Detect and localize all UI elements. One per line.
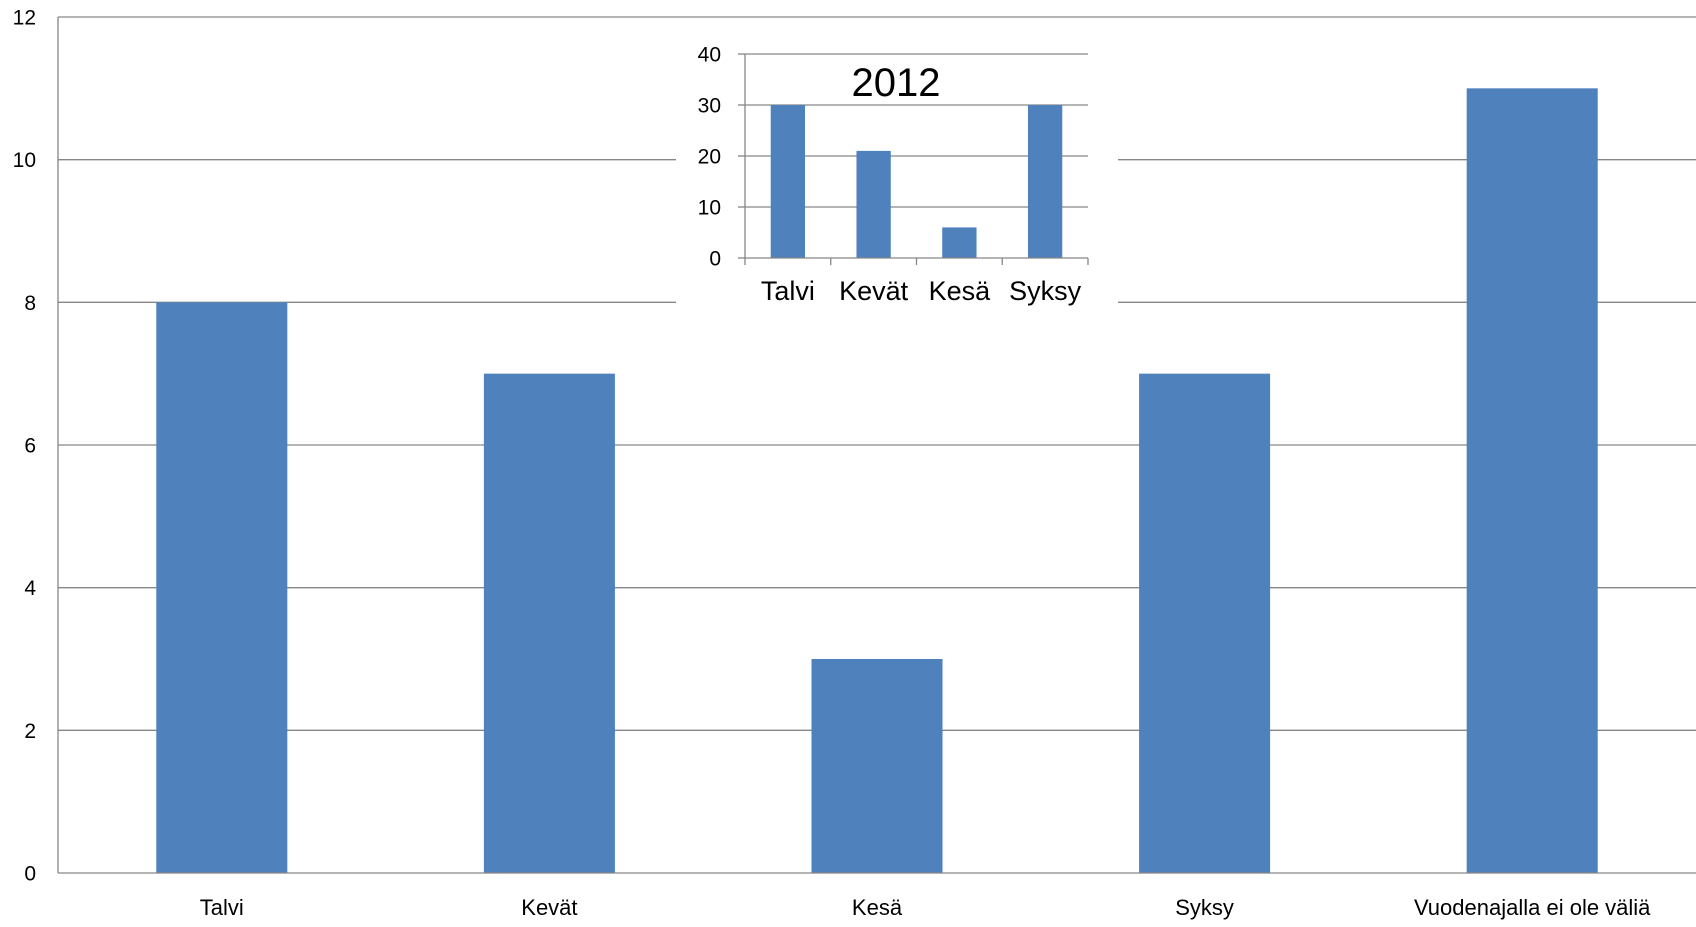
inset-bars <box>770 105 1063 258</box>
main-bars <box>156 88 1598 874</box>
main-y-tick-label: 4 <box>24 577 36 600</box>
inset-x-category-label: Syksy <box>1009 276 1082 306</box>
inset-y-tick-label: 0 <box>709 248 721 271</box>
inset-axes <box>744 54 1089 265</box>
main-x-axis-categories: Talvi Kevät Kesä Syksy Vuodenajalla ei ole v… <box>200 895 1651 920</box>
inset-y-tick-label: 10 <box>698 197 721 220</box>
main-y-tick-label: 6 <box>24 435 36 458</box>
main-y-tick-label: 2 <box>24 720 36 743</box>
main-y-tick-label: 10 <box>13 149 36 172</box>
main-axes <box>57 17 1696 874</box>
main-x-category-label: Kesä <box>852 895 903 920</box>
inset-chart-title: 2012 <box>852 61 941 105</box>
main-y-tick-label: 12 <box>13 7 36 30</box>
main-bar-chart: 0 2 4 6 8 10 12 Talvi Kevät Kesä Syksy Vuodenajalla… <box>13 7 1696 920</box>
inset-bar-chart-2012: 0 10 20 30 40 Talvi Kevät Kesä Syksy 2012 <box>698 44 1089 306</box>
inset-y-tick-label: 20 <box>698 146 721 169</box>
main-bar <box>1139 373 1271 873</box>
main-bar <box>811 659 943 873</box>
inset-bar <box>1027 105 1063 258</box>
main-x-category-label: Talvi <box>200 895 244 920</box>
main-bar <box>1466 88 1598 874</box>
main-x-category-label: Syksy <box>1175 895 1234 920</box>
inset-bar <box>770 105 806 258</box>
main-y-tick-label: 0 <box>24 863 36 886</box>
inset-x-category-label: Talvi <box>761 276 815 306</box>
main-x-category-label: Vuodenajalla ei ole väliä <box>1414 895 1651 920</box>
inset-x-category-label: Kevät <box>839 276 909 306</box>
main-x-category-label: Kevät <box>521 895 577 920</box>
inset-y-axis-ticks: 0 10 20 30 40 <box>698 44 745 271</box>
inset-y-tick-label: 30 <box>698 95 721 118</box>
inset-bar <box>856 150 891 258</box>
inset-x-axis-categories: Talvi Kevät Kesä Syksy <box>761 276 1082 306</box>
main-y-axis-ticks: 0 2 4 6 8 10 12 <box>13 7 37 886</box>
main-bar <box>156 302 288 873</box>
main-y-tick-label: 8 <box>24 292 36 315</box>
main-bar <box>483 373 615 873</box>
inset-x-category-label: Kesä <box>929 276 992 306</box>
inset-bar <box>942 227 977 258</box>
inset-y-tick-label: 40 <box>698 44 721 67</box>
